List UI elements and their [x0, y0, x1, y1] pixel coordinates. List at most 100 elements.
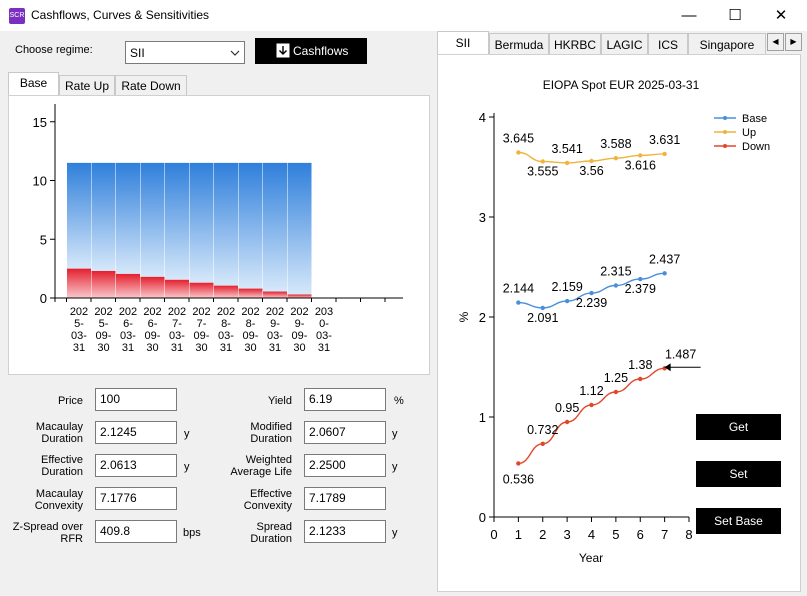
curve-data-label-down: 0.95: [555, 401, 579, 415]
z-spread-label: Z-Spread over RFR: [12, 521, 83, 545]
curve-data-label-down: 1.12: [579, 384, 603, 398]
cashflow-y-tick-label: 10: [33, 174, 47, 189]
spread-duration-field[interactable]: 2.1233: [304, 520, 386, 543]
modified-duration-field[interactable]: 2.0607: [304, 421, 386, 444]
tab-bermuda[interactable]: Bermuda: [489, 33, 549, 55]
curve-point-base: [564, 298, 570, 304]
title-bar: SCR Cashflows, Curves & Sensitivities — …: [0, 0, 807, 31]
curve-x-tick-label: 6: [637, 527, 644, 542]
app-icon: SCR: [9, 8, 25, 24]
curve-point-base: [540, 305, 545, 311]
curve-data-label-base: 2.315: [600, 265, 631, 279]
effective-convexity-field[interactable]: 7.1789: [304, 487, 386, 510]
set-button[interactable]: Set: [696, 461, 781, 487]
tab-sii[interactable]: SII: [437, 31, 489, 55]
curve-point-base: [638, 276, 643, 282]
legend-marker-up: [723, 130, 727, 134]
curve-data-label-up: 3.588: [600, 137, 631, 151]
yield-label: Yield: [267, 395, 292, 407]
curve-data-label-up: 3.631: [649, 133, 680, 147]
cashflows-button[interactable]: Cashflows: [255, 38, 367, 64]
curve-x-tick-label: 0: [490, 527, 497, 542]
get-button[interactable]: Get: [696, 414, 781, 440]
curve-data-label-up: 3.56: [579, 164, 603, 178]
curve-x-axis-title: Year: [579, 551, 603, 565]
curve-data-label-base: 2.144: [503, 282, 534, 296]
cashflow-bar-blue: [91, 162, 116, 271]
cashflow-bar-red: [116, 273, 140, 298]
cashflow-x-tick-label: 202 8-03-31: [217, 306, 235, 354]
tab-lagic[interactable]: LAGIC: [601, 33, 648, 55]
tab-scroll-left-button[interactable]: ◀: [767, 33, 784, 51]
tab-base[interactable]: Base: [8, 72, 59, 95]
close-button[interactable]: ✕: [774, 7, 788, 24]
z-spread-field[interactable]: 409.8: [95, 520, 177, 543]
cashflows-button-label: Cashflows: [293, 44, 349, 58]
cashflow-x-tick-label: 202 5-09-30: [94, 306, 112, 354]
modified-duration-label: Modified Duration: [250, 421, 292, 445]
price-label: Price: [57, 395, 83, 407]
cashflow-bar-blue: [67, 162, 91, 269]
macaulay-duration-field[interactable]: 2.1245: [95, 421, 177, 444]
curve-chart-title: EIOPA Spot EUR 2025-03-31: [543, 78, 700, 92]
curve-data-label-base: 2.437: [649, 252, 680, 266]
curve-data-label-up: 3.645: [503, 132, 534, 146]
set-base-button[interactable]: Set Base: [696, 508, 781, 534]
cashflow-x-tick-label: 202 6-09-30: [143, 306, 161, 354]
annotation-arrow-icon: [664, 363, 671, 372]
cashflow-x-tick-label: 202 9-09-30: [290, 306, 308, 354]
cashflow-y-tick-label: 0: [40, 291, 47, 306]
curve-data-label-down: 1.38: [628, 358, 652, 372]
cashflow-bar-blue: [189, 162, 214, 283]
curve-point-base: [662, 271, 667, 276]
macaulay-convexity-field[interactable]: 7.1776: [95, 487, 177, 510]
curve-chart: EIOPA Spot EUR 2025-03-31 0 1 2 3 4 0 1 2 3 4 5 6 7 8 Y…: [457, 78, 770, 565]
curve-data-label-base: 2.239: [576, 296, 607, 310]
curve-data-label-base: 2.091: [527, 311, 558, 325]
curve-point-down: [613, 389, 619, 395]
curve-point-up: [589, 158, 594, 164]
effective-duration-unit: y: [184, 461, 190, 473]
cashflow-x-tick-label: 202 8-09-30: [241, 306, 259, 354]
tab-ics[interactable]: ICS: [648, 33, 688, 55]
curve-data-label-base: 2.159: [551, 280, 582, 294]
curve-point-down: [516, 461, 521, 466]
yield-field[interactable]: 6.19: [304, 388, 386, 411]
curve-x-tick-label: 5: [612, 527, 619, 542]
cashflow-bar-red: [263, 291, 287, 298]
cashflow-chart: 0 5 10 15 202 5-03-31 202 5-09-30 202 6-03-31 202 6…: [33, 104, 403, 354]
curve-y-tick-label: 1: [479, 410, 486, 425]
cashflow-x-tick-label: 203 0-03-31: [315, 306, 333, 354]
curve-data-label-down: 1.487: [665, 347, 696, 361]
cashflow-bar-red: [91, 270, 116, 298]
curve-data-label-down: 1.25: [604, 371, 628, 385]
tab-hkrbc[interactable]: HKRBC: [549, 33, 601, 55]
curve-point-up: [564, 160, 570, 166]
minimize-button[interactable]: —: [681, 7, 697, 24]
cashflow-x-tick-label: 202 9-03-31: [266, 306, 284, 354]
curve-x-tick-label: 4: [588, 527, 595, 542]
regime-select[interactable]: SII: [125, 41, 245, 64]
legend-marker-base: [723, 116, 727, 120]
curve-x-tick-label: 2: [539, 527, 546, 542]
cashflow-bar-blue: [287, 162, 312, 295]
curve-data-label-down: 0.732: [527, 423, 558, 437]
curve-panel: EIOPA Spot EUR 2025-03-31 0 1 2 3 4 0 1 2 3 4 5 6 7 8 Y…: [437, 54, 801, 592]
tab-scroll-right-button[interactable]: ▶: [785, 33, 802, 51]
curve-data-label-base: 2.379: [625, 282, 656, 296]
maximize-button[interactable]: ☐: [728, 7, 742, 24]
modified-duration-unit: y: [392, 428, 398, 440]
cashflow-bar-red: [189, 282, 214, 298]
tab-rate-down[interactable]: Rate Down: [115, 75, 187, 96]
cashflow-x-tick-label: 202 7-03-31: [168, 306, 186, 354]
curve-x-tick-label: 1: [515, 527, 522, 542]
chevron-down-icon: [230, 50, 240, 56]
curve-data-label-up: 3.555: [527, 165, 558, 179]
tab-singapore[interactable]: Singapore: [688, 33, 766, 55]
cashflow-x-tick-label: 202 6-03-31: [119, 306, 137, 354]
effective-duration-field[interactable]: 2.0613: [95, 454, 177, 477]
price-field[interactable]: 100: [95, 388, 177, 411]
weighted-average-life-field[interactable]: 2.2500: [304, 454, 386, 477]
tab-rate-up[interactable]: Rate Up: [59, 75, 115, 96]
curve-point-down: [540, 441, 545, 446]
